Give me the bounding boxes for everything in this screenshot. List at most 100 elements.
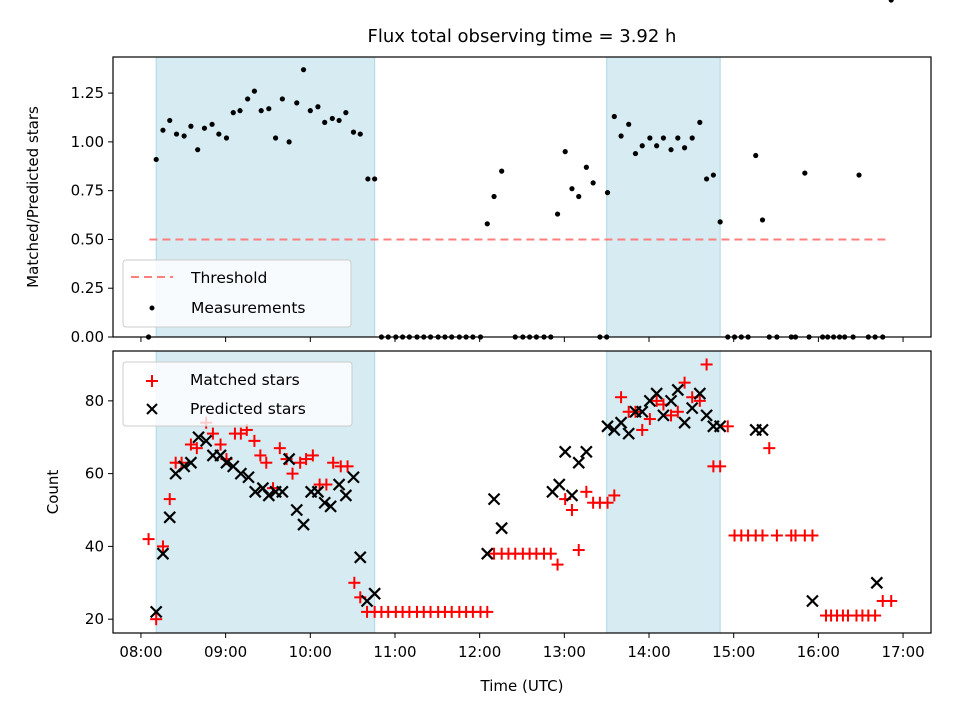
predicted-star-point <box>495 521 508 535</box>
predicted-star-point <box>700 409 713 422</box>
measurement-point <box>272 135 279 141</box>
measurement-point <box>888 0 894 3</box>
predicted-star-point <box>324 500 337 513</box>
measurement-point <box>668 147 674 153</box>
matched-star-point <box>348 576 361 589</box>
matched-star-point <box>580 485 593 498</box>
matched-star-point <box>770 529 783 542</box>
measurement-point <box>286 139 292 145</box>
predicted-star-point <box>177 460 191 473</box>
matched-legend-label: Matched stars <box>190 371 300 389</box>
predicted-star-point <box>635 405 649 419</box>
matched-star-point <box>572 544 585 557</box>
matched-star-point <box>214 438 227 451</box>
ratio-panel: 0.00 0.25 0.50 0.75 1.00 1.25 Flux total obse… <box>24 0 932 346</box>
matched-star-point <box>650 394 663 407</box>
x-tick-label: 09:00 <box>204 643 247 661</box>
threshold-legend-label: Threshold <box>190 269 267 287</box>
matched-star-point <box>273 442 286 455</box>
y-tick-label: 0.75 <box>71 182 104 200</box>
measurement-point <box>279 96 285 102</box>
predicted-star-point <box>347 470 360 484</box>
matched-star-point <box>721 420 734 433</box>
predicted-star-point <box>657 409 670 422</box>
predicted-star-point <box>601 420 614 433</box>
measurement-point <box>350 129 357 135</box>
measurement-point <box>689 135 695 141</box>
measurement-point <box>365 176 371 182</box>
matched-star-point <box>601 496 614 509</box>
measurement-point <box>569 186 575 192</box>
predicted-star-point <box>242 470 255 484</box>
y-tick-label: 80 <box>85 392 104 410</box>
measurement-point <box>223 135 230 141</box>
y-tick-label: 60 <box>85 465 104 483</box>
matched-star-point <box>756 529 769 542</box>
measurement-point <box>618 133 624 139</box>
ratio-y-axis-label: Matched/Predicted stars <box>24 106 42 288</box>
matched-star-point <box>636 423 649 436</box>
predicted-star-point <box>580 445 593 459</box>
matched-star-point <box>320 478 333 491</box>
predicted-star-point <box>650 387 663 400</box>
matched-star-point <box>665 409 678 422</box>
measurement-point <box>201 125 208 131</box>
measurement-point <box>626 121 632 127</box>
matched-star-point <box>156 540 169 553</box>
predicted-star-point <box>693 387 707 400</box>
predicted-star-point <box>622 427 635 440</box>
predicted-star-point <box>614 416 628 429</box>
predicted-star-point <box>149 605 163 619</box>
x-tick-label: 14:00 <box>627 643 670 661</box>
ratio-y-ticks: 0.00 0.25 0.50 0.75 1.00 1.25 <box>71 84 113 346</box>
predicted-star-point <box>276 485 289 499</box>
count-panel-frame <box>112 350 932 634</box>
measurement-point <box>160 127 166 133</box>
matched-star-point <box>300 453 313 466</box>
measurement-point <box>554 211 561 217</box>
matched-star-point <box>286 467 299 480</box>
predicted-star-point <box>262 489 276 502</box>
measurement-point <box>710 172 716 178</box>
matched-star-point <box>714 460 727 473</box>
x-tick-label: 17:00 <box>881 643 924 661</box>
x-tick-label: 08:00 <box>119 643 162 661</box>
predicted-legend-swatch <box>146 403 158 415</box>
shaded-interval-1 <box>606 56 721 338</box>
predicted-star-point <box>806 594 819 608</box>
measurement-point <box>484 221 490 227</box>
shaded-interval-1 <box>606 350 721 634</box>
y-tick-label: 20 <box>85 610 104 628</box>
matched-star-point <box>190 442 203 455</box>
measurement-point <box>167 117 173 124</box>
matched-star-point <box>254 449 267 462</box>
predicted-star-point <box>220 456 233 469</box>
predicted-star-point <box>311 485 325 499</box>
matched-star-point <box>260 456 273 469</box>
measurement-point <box>258 108 264 114</box>
measurement-point <box>300 67 307 73</box>
measurement-point <box>343 110 349 116</box>
chart-title: Flux total observing time = 3.92 h <box>368 26 677 47</box>
predicted-star-point <box>297 518 310 531</box>
predicted-star-point <box>552 478 566 491</box>
matched-star-point <box>869 609 882 622</box>
x-tick-label: 15:00 <box>712 643 755 661</box>
measurement-point <box>681 145 688 151</box>
count-panel: 20 40 60 80 08:00 09:00 10:00 11:00 12:00 13:00 1… <box>44 350 932 695</box>
predicted-star-point <box>248 485 262 499</box>
predicted-star-point <box>487 492 501 506</box>
y-tick-label: 40 <box>85 537 104 555</box>
measurement-point <box>576 193 582 200</box>
predicted-star-point <box>339 489 353 502</box>
matched-star-point <box>565 504 578 517</box>
y-tick-label: 0.50 <box>71 230 104 248</box>
predicted-star-point <box>481 547 494 560</box>
predicted-star-point <box>870 576 884 590</box>
predicted-star-point <box>192 430 205 444</box>
predicted-star-point <box>572 456 586 469</box>
matched-star-point <box>481 605 494 618</box>
predicted-star-point <box>332 478 346 491</box>
measurement-point <box>499 168 505 174</box>
